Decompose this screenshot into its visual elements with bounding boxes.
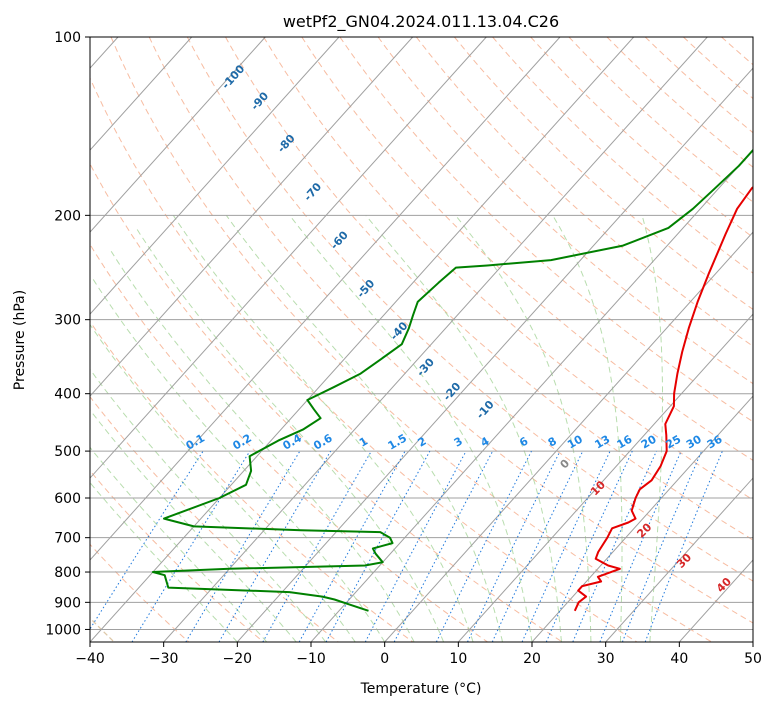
plot-frame	[89, 36, 754, 643]
moist-adiabat-line	[91, 277, 386, 642]
x-tick-label: −20	[223, 651, 253, 667]
moist-adiabat-line	[225, 215, 503, 642]
y-tick-label: 900	[54, 595, 81, 611]
y-tick-label: 700	[54, 531, 81, 547]
y-tick-label: 400	[54, 387, 81, 403]
y-tick-label: 200	[54, 208, 81, 224]
x-tick-label: 30	[597, 651, 615, 667]
isotherm-line	[384, 231, 753, 642]
isotherm-line	[457, 313, 753, 642]
moist-adiabat-line	[90, 323, 356, 642]
x-tick-label: −10	[296, 651, 326, 667]
y-tick-label: 600	[54, 491, 81, 507]
moist-adiabat-line	[90, 409, 297, 642]
x-tick-label: −40	[75, 651, 105, 667]
isotherm-line	[90, 37, 487, 479]
dry-adiabat-line	[377, 37, 753, 385]
moist-adiabat-line	[90, 481, 238, 642]
mixing-ratio-line	[185, 450, 301, 642]
x-axis-label: Temperature (°C)	[360, 681, 482, 697]
dry-adiabat-line	[415, 37, 753, 347]
mixing-ratio-line	[262, 450, 372, 642]
isotherm-line	[90, 37, 340, 315]
dewpoint-profile-line	[151, 148, 753, 612]
moist-adiabat-line	[90, 446, 268, 642]
mixing-ratio-line	[298, 450, 406, 642]
x-tick-label: 0	[380, 651, 389, 667]
y-tick-label: 100	[54, 30, 81, 46]
x-tick-label: −30	[149, 651, 179, 667]
dry-adiabat-line	[90, 162, 563, 642]
dry-adiabat-line	[186, 37, 753, 582]
y-tick-label: 300	[54, 313, 81, 329]
mixing-ratio-line	[90, 450, 204, 630]
chart-title: wetPf2_GN04.2024.011.13.04.C26	[283, 12, 559, 32]
isotherm-line	[310, 149, 753, 642]
mixing-ratio-line	[131, 450, 251, 642]
mixing-ratio-line	[491, 450, 584, 642]
isotherm-line	[236, 67, 753, 642]
isotherm-line	[163, 37, 708, 642]
dry-adiabat-line	[110, 37, 712, 642]
moist-adiabat-line	[455, 214, 592, 642]
moist-adiabat-line	[172, 215, 474, 642]
dry-adiabat-line	[225, 37, 753, 541]
x-tick-label: 10	[449, 651, 467, 667]
dry-adiabat-line	[568, 37, 753, 203]
axes: −40 −30 −20 −10 0 10 20 30 40 50 100 200 300 400 500 60…	[45, 30, 762, 667]
dry-adiabat-line	[530, 37, 753, 238]
mixing-ratio-line	[599, 450, 682, 642]
temperature-profile-line	[573, 186, 753, 612]
dry-adiabat-line	[90, 77, 638, 642]
isotherm-line	[90, 37, 561, 561]
isotherm-line	[90, 37, 635, 642]
dry-adiabat-line	[90, 469, 264, 642]
y-tick-label: 500	[54, 444, 81, 460]
mixing-ratio-line	[467, 450, 561, 642]
isotherm-line	[605, 477, 753, 642]
dry-adiabat-line	[90, 243, 488, 642]
y-axis-label: Pressure (hPa)	[12, 290, 28, 390]
moist-adiabat-line	[365, 214, 562, 642]
dry-adiabat-line	[263, 37, 753, 501]
isotherm-line	[90, 37, 414, 397]
mixing-ratio-line	[545, 450, 633, 642]
x-tick-label: 40	[670, 651, 688, 667]
isotherm-line	[531, 395, 753, 642]
x-tick-label: 50	[744, 651, 762, 667]
dry-adiabat-line	[90, 320, 414, 642]
moist-adiabat-line	[552, 215, 623, 642]
y-tick-label: 800	[54, 565, 81, 581]
mixing-ratio-line	[218, 450, 332, 642]
moist-adiabat-line	[110, 251, 415, 642]
moist-adiabat-line	[289, 214, 533, 642]
y-tick-label: 1000	[45, 622, 81, 638]
isotherm-line	[90, 37, 266, 233]
moist-adiabat-line	[135, 227, 445, 642]
data-lines	[151, 148, 753, 612]
x-tick-label: 20	[523, 651, 541, 667]
mixing-ratio-line	[521, 450, 611, 642]
dry-adiabat-line	[339, 37, 753, 423]
mixing-ratio-line	[572, 450, 657, 642]
dry-adiabat-line	[148, 37, 753, 624]
isotherm-line	[90, 37, 193, 151]
moist-adiabat-line	[641, 215, 663, 642]
background-lines	[90, 37, 753, 642]
mixing-ratio-line	[621, 450, 703, 642]
